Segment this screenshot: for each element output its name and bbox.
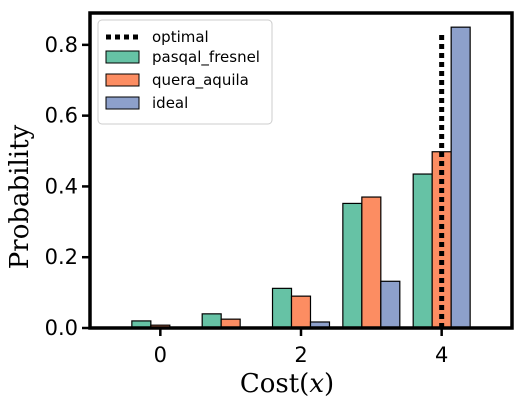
y-tick-label: 0.0 [45,316,78,340]
bar-quera-aquila-cost-2 [290,295,312,329]
y-tick-label: 0.6 [45,104,78,128]
x-tick-label: 4 [435,343,448,367]
x-axis-label: Cost(x) [240,369,334,399]
x-tick-label: 2 [294,343,307,367]
legend-frame [97,19,273,125]
legend-swatch-ideal [105,96,140,110]
bar-quera-aquila-cost-4 [431,151,452,329]
x-tick-label: 0 [154,343,167,367]
legend-swatch-pasqal-fresnel [105,50,140,64]
x-axis-label-prefix: Cost( [240,369,309,399]
legend-label-ideal: ideal [152,94,188,112]
x-axis-label-variable: x [309,369,324,399]
legend-swatch-quera-aquila [105,73,140,87]
y-axis-label: Probability [5,124,35,269]
x-axis: 0 2 4 [154,328,448,367]
legend: optimal pasqal_fresnel quera_aquila idea… [97,19,273,125]
bar-pasqal-fresnel-cost-1 [201,313,222,329]
legend-label-pasqal-fresnel: pasqal_fresnel [152,48,260,67]
bar-ideal-cost-4 [450,26,471,329]
y-tick-label: 0.2 [45,245,78,269]
bar-pasqal-fresnel-cost-4 [412,173,433,329]
bar-quera-aquila-cost-3 [361,196,382,329]
legend-label-optimal: optimal [152,28,209,46]
bar-pasqal-fresnel-cost-3 [342,202,363,329]
y-tick-label: 0.8 [45,33,78,57]
legend-label-quera-aquila: quera_aquila [152,71,249,90]
y-tick-label: 0.4 [45,174,78,198]
y-axis: 0.0 0.2 0.4 0.6 0.8 [45,33,90,340]
bar-pasqal-fresnel-cost-2 [271,287,293,329]
bar-ideal-cost-3 [380,280,401,329]
x-axis-label-suffix: ) [324,369,334,399]
